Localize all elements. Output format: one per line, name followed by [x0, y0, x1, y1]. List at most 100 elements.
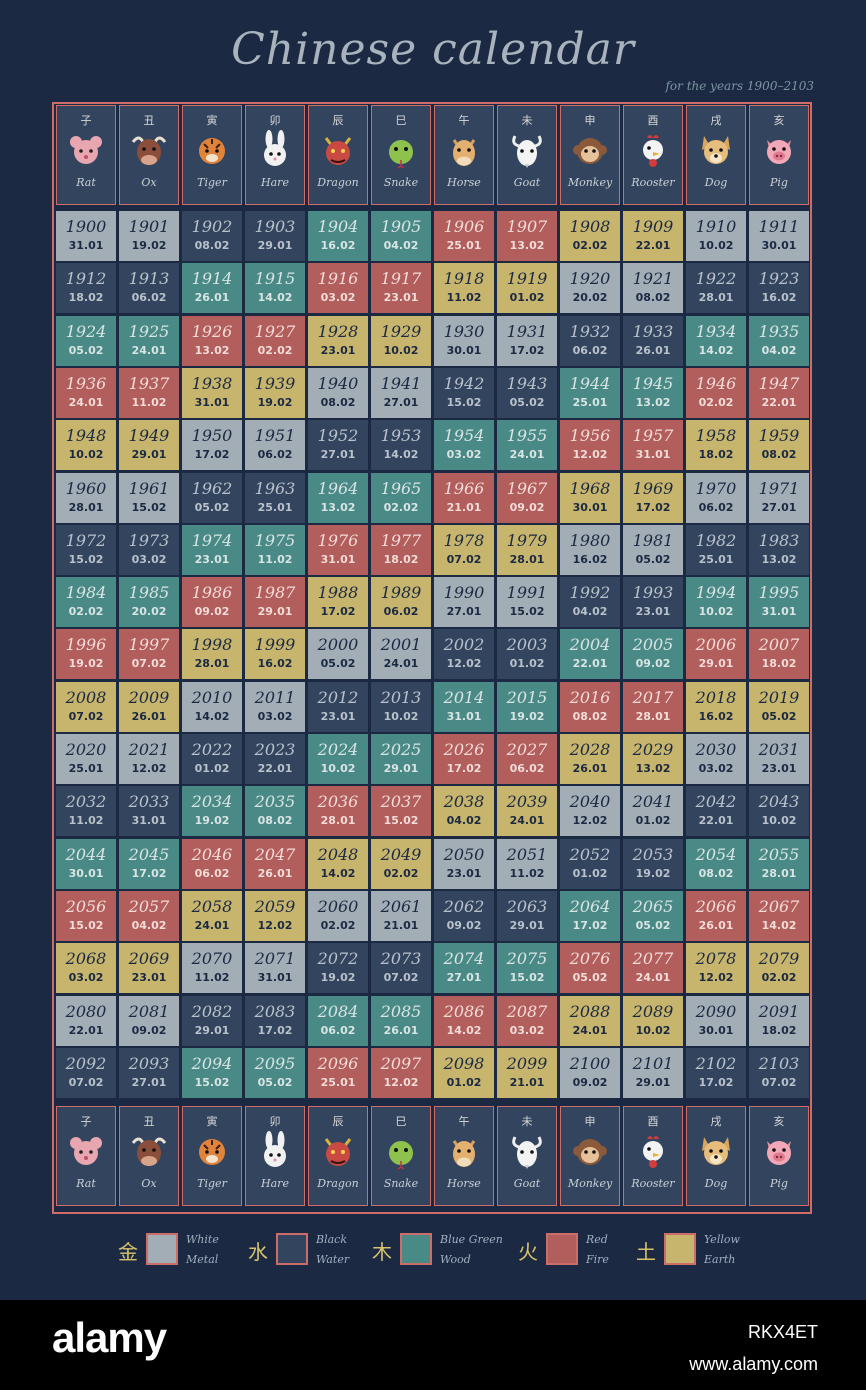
year-number: 2058	[191, 896, 233, 916]
year-cell-2017: 2017 28.01	[623, 681, 683, 732]
year-cell-2034: 2034 19.02	[182, 786, 242, 837]
new-year-date: 17.02	[635, 500, 671, 514]
legend-color-label: Yellow	[704, 1233, 740, 1246]
new-year-date: 06.02	[257, 448, 293, 462]
legend-swatch-black	[276, 1233, 308, 1265]
year-number: 2078	[695, 949, 737, 969]
zodiac-name: Pig	[770, 1177, 788, 1190]
new-year-date: 09.02	[635, 657, 671, 671]
new-year-date: 19.02	[320, 971, 356, 985]
year-cell-2051: 2051 11.02	[497, 838, 557, 889]
new-year-date: 12.02	[572, 814, 608, 828]
zodiac-name: Ox	[141, 176, 157, 189]
year-cell-1930: 1930 30.01	[434, 315, 494, 366]
year-number: 1983	[758, 530, 800, 550]
year-cell-1937: 1937 11.02	[119, 367, 179, 418]
year-cell-2030: 2030 03.02	[686, 734, 746, 784]
year-cell-2007: 2007 18.02	[749, 629, 809, 680]
new-year-date: 27.01	[131, 1075, 167, 1089]
year-number: 1975	[254, 530, 296, 550]
year-cell-1945: 1945 13.02	[623, 367, 683, 418]
new-year-date: 14.02	[698, 343, 734, 357]
year-number: 2009	[128, 687, 170, 707]
year-number: 2010	[191, 687, 233, 707]
year-number: 2102	[695, 1053, 737, 1073]
year-number: 1910	[695, 217, 737, 236]
year-number: 1972	[65, 530, 107, 550]
year-number: 1969	[632, 478, 674, 498]
year-cell-2040: 2040 12.02	[560, 786, 620, 837]
year-cell-1906: 1906 25.01	[434, 211, 494, 261]
year-number: 1929	[380, 321, 422, 341]
monkey-icon	[573, 138, 607, 164]
year-number: 1990	[443, 583, 485, 603]
year-cell-2042: 2042 22.01	[686, 786, 746, 837]
year-number: 2048	[317, 844, 359, 864]
header-bottom-animal-rooster: 酉 Rooster	[623, 1106, 683, 1206]
year-cell-1994: 1994 10.02	[686, 577, 746, 628]
rooster-icon	[643, 135, 663, 167]
new-year-date: 31.01	[761, 605, 797, 619]
year-number: 1991	[506, 583, 548, 603]
new-year-date: 31.01	[635, 448, 671, 462]
year-number: 2034	[191, 792, 233, 812]
year-number: 2020	[65, 740, 107, 759]
year-cell-2025: 2025 29.01	[371, 734, 431, 784]
year-number: 1900	[65, 217, 107, 236]
new-year-date: 12.02	[698, 971, 734, 985]
year-number: 1920	[569, 269, 611, 289]
year-number: 2090	[695, 1001, 737, 1021]
new-year-date: 29.01	[635, 1075, 671, 1089]
new-year-date: 08.02	[761, 448, 797, 462]
new-year-date: 16.02	[572, 552, 608, 566]
year-cell-2028: 2028 26.01	[560, 734, 620, 784]
year-number: 1964	[317, 478, 359, 498]
new-year-date: 09.02	[194, 605, 230, 619]
new-year-date: 18.02	[761, 657, 797, 671]
new-year-date: 09.02	[131, 1023, 167, 1037]
year-number: 2061	[380, 896, 422, 916]
year-number: 2012	[317, 687, 359, 707]
new-year-date: 07.02	[68, 709, 104, 723]
new-year-date: 25.01	[320, 1075, 356, 1089]
year-number: 2037	[380, 792, 422, 812]
zodiac-character: 亥	[773, 1115, 785, 1128]
year-cell-2052: 2052 01.02	[560, 838, 620, 889]
year-number: 1970	[695, 478, 737, 498]
year-cell-2103: 2103 07.02	[749, 1047, 809, 1098]
year-cell-1905: 1905 04.02	[371, 211, 431, 261]
year-number: 1915	[254, 269, 296, 289]
year-cell-1977: 1977 18.02	[371, 524, 431, 575]
year-cell-2048: 2048 14.02	[308, 838, 368, 889]
year-cell-1941: 1941 27.01	[371, 367, 431, 418]
new-year-date: 08.02	[194, 239, 230, 252]
zodiac-character: 辰	[332, 1115, 344, 1128]
new-year-date: 11.02	[257, 552, 293, 566]
year-cell-1980: 1980 16.02	[560, 524, 620, 575]
year-cell-1998: 1998 28.01	[182, 629, 242, 680]
new-year-date: 24.01	[509, 814, 545, 828]
year-number: 1913	[128, 269, 170, 289]
new-year-date: 28.01	[635, 709, 671, 723]
year-number: 1904	[317, 217, 359, 236]
year-number: 2095	[254, 1053, 296, 1073]
new-year-date: 25.01	[446, 239, 482, 252]
legend-element-label: Water	[316, 1253, 350, 1266]
year-number: 1973	[128, 530, 170, 550]
new-year-date: 02.02	[383, 500, 419, 514]
year-cell-1913: 1913 06.02	[119, 263, 179, 314]
year-cell-2093: 2093 27.01	[119, 1047, 179, 1098]
year-cell-1923: 1923 16.02	[749, 263, 809, 314]
year-cell-1973: 1973 03.02	[119, 524, 179, 575]
year-cell-2072: 2072 19.02	[308, 943, 368, 994]
year-number: 2067	[758, 896, 800, 916]
year-number: 1997	[128, 635, 170, 655]
year-cell-1932: 1932 06.02	[560, 315, 620, 366]
zodiac-name: Snake	[383, 176, 419, 189]
year-number: 2062	[443, 896, 485, 916]
year-number: 2044	[65, 844, 107, 864]
year-cell-1992: 1992 04.02	[560, 577, 620, 628]
header-top-animal-pig: 亥 Pig	[749, 105, 809, 205]
year-number: 2096	[317, 1053, 359, 1073]
new-year-date: 12.02	[572, 448, 608, 462]
